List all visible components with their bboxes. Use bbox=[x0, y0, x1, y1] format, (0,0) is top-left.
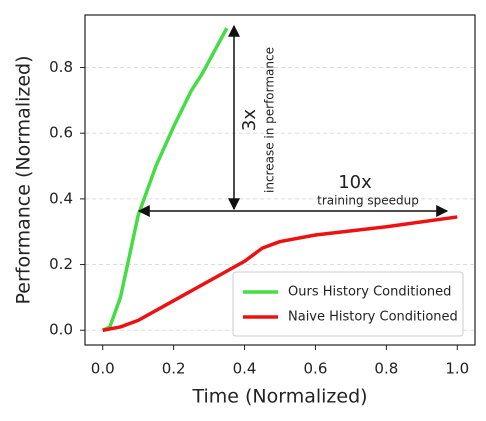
annotation: 10x bbox=[338, 172, 372, 193]
annotation: increase in performance bbox=[263, 47, 277, 193]
annotation: 3x bbox=[239, 109, 260, 131]
annotation: training speedup bbox=[317, 194, 419, 208]
series-line bbox=[102, 215, 458, 332]
x-tick-label: 0.8 bbox=[374, 360, 398, 378]
x-tick-label: 0.4 bbox=[233, 360, 257, 378]
y-axis-label: Performance (Normalized) bbox=[13, 55, 35, 304]
y-tick-label: 0.4 bbox=[49, 189, 73, 207]
y-tick-label: 0.0 bbox=[49, 321, 73, 339]
x-axis-label: Time (Normalized) bbox=[191, 386, 367, 408]
legend-label: Naive History Conditioned bbox=[288, 310, 458, 325]
series-line bbox=[101, 27, 229, 332]
x-tick-label: 1.0 bbox=[445, 360, 469, 378]
x-tick-label: 0.0 bbox=[91, 360, 115, 378]
x-tick-label: 0.2 bbox=[162, 360, 186, 378]
legend-box bbox=[232, 271, 464, 337]
plot-frame bbox=[84, 14, 476, 346]
y-tick-label: 0.2 bbox=[49, 255, 73, 273]
y-tick-label: 0.6 bbox=[49, 124, 73, 142]
x-tick-label: 0.6 bbox=[304, 360, 328, 378]
legend-label: Ours History Conditioned bbox=[288, 285, 451, 300]
y-tick-label: 0.8 bbox=[49, 58, 73, 76]
